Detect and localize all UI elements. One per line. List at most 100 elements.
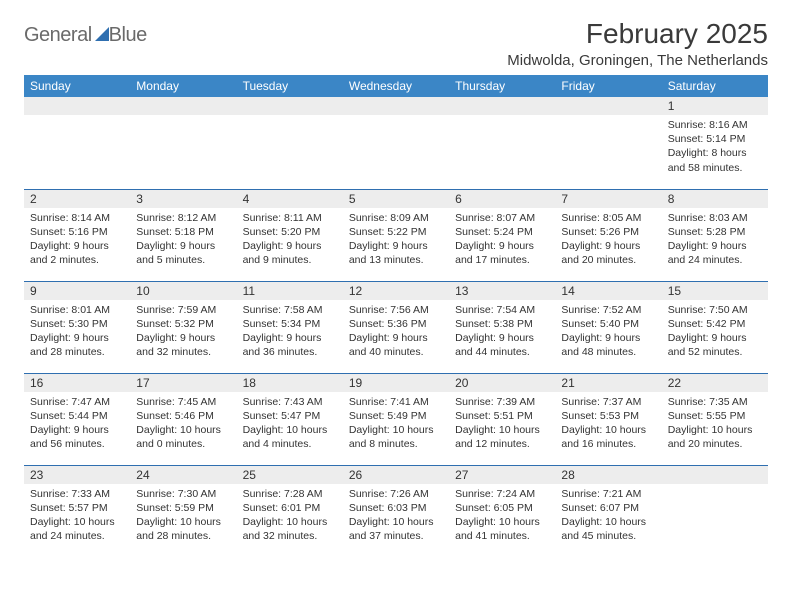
- sunset-text: Sunset: 5:30 PM: [30, 317, 124, 331]
- day-content: Sunrise: 8:07 AMSunset: 5:24 PMDaylight:…: [449, 208, 555, 272]
- day-number: [449, 97, 555, 115]
- month-title: February 2025: [507, 18, 768, 50]
- logo-triangle-icon: [95, 27, 109, 41]
- sunset-text: Sunset: 5:22 PM: [349, 225, 443, 239]
- day-content: Sunrise: 7:45 AMSunset: 5:46 PMDaylight:…: [130, 392, 236, 456]
- sunrise-text: Sunrise: 7:43 AM: [243, 395, 337, 409]
- day-number: 15: [662, 282, 768, 300]
- sunset-text: Sunset: 5:36 PM: [349, 317, 443, 331]
- sunrise-text: Sunrise: 7:58 AM: [243, 303, 337, 317]
- sunrise-text: Sunrise: 8:09 AM: [349, 211, 443, 225]
- day-number: 18: [237, 374, 343, 392]
- sunset-text: Sunset: 5:20 PM: [243, 225, 337, 239]
- calendar-day-cell: [130, 97, 236, 189]
- day-number: [555, 97, 661, 115]
- calendar-page: General Blue February 2025 Midwolda, Gro…: [0, 0, 792, 575]
- sunset-text: Sunset: 5:49 PM: [349, 409, 443, 423]
- calendar-week-row: 1Sunrise: 8:16 AMSunset: 5:14 PMDaylight…: [24, 97, 768, 189]
- day-content: Sunrise: 7:50 AMSunset: 5:42 PMDaylight:…: [662, 300, 768, 364]
- day-content: Sunrise: 8:03 AMSunset: 5:28 PMDaylight:…: [662, 208, 768, 272]
- day-content: Sunrise: 7:54 AMSunset: 5:38 PMDaylight:…: [449, 300, 555, 364]
- calendar-day-cell: 9Sunrise: 8:01 AMSunset: 5:30 PMDaylight…: [24, 281, 130, 373]
- sunrise-text: Sunrise: 7:37 AM: [561, 395, 655, 409]
- daylight-text: Daylight: 8 hours and 58 minutes.: [668, 146, 762, 174]
- day-content: Sunrise: 7:59 AMSunset: 5:32 PMDaylight:…: [130, 300, 236, 364]
- weekday-header: Tuesday: [237, 75, 343, 97]
- day-content: Sunrise: 8:05 AMSunset: 5:26 PMDaylight:…: [555, 208, 661, 272]
- sunrise-text: Sunrise: 8:05 AM: [561, 211, 655, 225]
- calendar-day-cell: [555, 97, 661, 189]
- sunset-text: Sunset: 5:24 PM: [455, 225, 549, 239]
- sunrise-text: Sunrise: 7:21 AM: [561, 487, 655, 501]
- daylight-text: Daylight: 10 hours and 12 minutes.: [455, 423, 549, 451]
- sunset-text: Sunset: 5:57 PM: [30, 501, 124, 515]
- sunrise-text: Sunrise: 7:50 AM: [668, 303, 762, 317]
- calendar-day-cell: 18Sunrise: 7:43 AMSunset: 5:47 PMDayligh…: [237, 373, 343, 465]
- sunrise-text: Sunrise: 7:47 AM: [30, 395, 124, 409]
- day-content: Sunrise: 7:33 AMSunset: 5:57 PMDaylight:…: [24, 484, 130, 548]
- sunrise-text: Sunrise: 7:30 AM: [136, 487, 230, 501]
- calendar-day-cell: 12Sunrise: 7:56 AMSunset: 5:36 PMDayligh…: [343, 281, 449, 373]
- day-content: Sunrise: 7:52 AMSunset: 5:40 PMDaylight:…: [555, 300, 661, 364]
- weekday-header: Thursday: [449, 75, 555, 97]
- calendar-day-cell: 25Sunrise: 7:28 AMSunset: 6:01 PMDayligh…: [237, 465, 343, 557]
- sunset-text: Sunset: 5:16 PM: [30, 225, 124, 239]
- weekday-header: Sunday: [24, 75, 130, 97]
- calendar-day-cell: 17Sunrise: 7:45 AMSunset: 5:46 PMDayligh…: [130, 373, 236, 465]
- day-number: 24: [130, 466, 236, 484]
- calendar-day-cell: 7Sunrise: 8:05 AMSunset: 5:26 PMDaylight…: [555, 189, 661, 281]
- sunrise-text: Sunrise: 7:35 AM: [668, 395, 762, 409]
- daylight-text: Daylight: 10 hours and 0 minutes.: [136, 423, 230, 451]
- daylight-text: Daylight: 9 hours and 52 minutes.: [668, 331, 762, 359]
- sunset-text: Sunset: 6:05 PM: [455, 501, 549, 515]
- day-number: 1: [662, 97, 768, 115]
- day-number: [237, 97, 343, 115]
- calendar-day-cell: 19Sunrise: 7:41 AMSunset: 5:49 PMDayligh…: [343, 373, 449, 465]
- daylight-text: Daylight: 10 hours and 24 minutes.: [30, 515, 124, 543]
- day-content: Sunrise: 7:28 AMSunset: 6:01 PMDaylight:…: [237, 484, 343, 548]
- day-number: 17: [130, 374, 236, 392]
- sunrise-text: Sunrise: 8:03 AM: [668, 211, 762, 225]
- sunset-text: Sunset: 6:01 PM: [243, 501, 337, 515]
- calendar-day-cell: 6Sunrise: 8:07 AMSunset: 5:24 PMDaylight…: [449, 189, 555, 281]
- day-number: 8: [662, 190, 768, 208]
- sunset-text: Sunset: 5:46 PM: [136, 409, 230, 423]
- day-content: Sunrise: 7:35 AMSunset: 5:55 PMDaylight:…: [662, 392, 768, 456]
- calendar-day-cell: 3Sunrise: 8:12 AMSunset: 5:18 PMDaylight…: [130, 189, 236, 281]
- daylight-text: Daylight: 9 hours and 17 minutes.: [455, 239, 549, 267]
- day-number: 7: [555, 190, 661, 208]
- calendar-week-row: 9Sunrise: 8:01 AMSunset: 5:30 PMDaylight…: [24, 281, 768, 373]
- calendar-day-cell: 27Sunrise: 7:24 AMSunset: 6:05 PMDayligh…: [449, 465, 555, 557]
- daylight-text: Daylight: 9 hours and 48 minutes.: [561, 331, 655, 359]
- sunrise-text: Sunrise: 7:33 AM: [30, 487, 124, 501]
- sunset-text: Sunset: 5:32 PM: [136, 317, 230, 331]
- sunset-text: Sunset: 5:55 PM: [668, 409, 762, 423]
- sunrise-text: Sunrise: 8:07 AM: [455, 211, 549, 225]
- calendar-day-cell: 14Sunrise: 7:52 AMSunset: 5:40 PMDayligh…: [555, 281, 661, 373]
- weekday-header: Monday: [130, 75, 236, 97]
- day-number: 13: [449, 282, 555, 300]
- daylight-text: Daylight: 9 hours and 5 minutes.: [136, 239, 230, 267]
- sunrise-text: Sunrise: 7:59 AM: [136, 303, 230, 317]
- location: Midwolda, Groningen, The Netherlands: [507, 52, 768, 69]
- calendar-day-cell: [237, 97, 343, 189]
- day-number: 10: [130, 282, 236, 300]
- sunset-text: Sunset: 5:51 PM: [455, 409, 549, 423]
- sunset-text: Sunset: 5:47 PM: [243, 409, 337, 423]
- sunrise-text: Sunrise: 7:41 AM: [349, 395, 443, 409]
- sunrise-text: Sunrise: 7:52 AM: [561, 303, 655, 317]
- weekday-header: Friday: [555, 75, 661, 97]
- sunset-text: Sunset: 6:07 PM: [561, 501, 655, 515]
- day-number: 26: [343, 466, 449, 484]
- day-content: Sunrise: 7:39 AMSunset: 5:51 PMDaylight:…: [449, 392, 555, 456]
- weekday-header: Wednesday: [343, 75, 449, 97]
- sunrise-text: Sunrise: 7:54 AM: [455, 303, 549, 317]
- calendar-day-cell: 16Sunrise: 7:47 AMSunset: 5:44 PMDayligh…: [24, 373, 130, 465]
- daylight-text: Daylight: 10 hours and 41 minutes.: [455, 515, 549, 543]
- sunrise-text: Sunrise: 7:28 AM: [243, 487, 337, 501]
- calendar-day-cell: 13Sunrise: 7:54 AMSunset: 5:38 PMDayligh…: [449, 281, 555, 373]
- day-content: Sunrise: 7:47 AMSunset: 5:44 PMDaylight:…: [24, 392, 130, 456]
- calendar-day-cell: 26Sunrise: 7:26 AMSunset: 6:03 PMDayligh…: [343, 465, 449, 557]
- daylight-text: Daylight: 10 hours and 28 minutes.: [136, 515, 230, 543]
- daylight-text: Daylight: 9 hours and 2 minutes.: [30, 239, 124, 267]
